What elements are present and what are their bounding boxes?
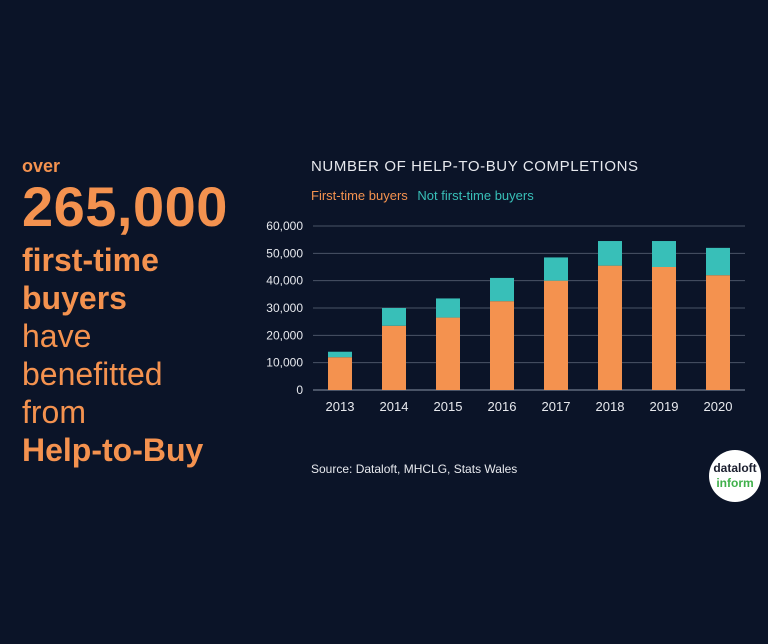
x-tick-label-2016: 2016 <box>488 399 517 414</box>
y-tick-label-5: 50,000 <box>266 246 303 260</box>
dataloft-logo: dataloft inform <box>709 450 761 502</box>
x-tick-label-2017: 2017 <box>542 399 571 414</box>
y-tick-label-2: 20,000 <box>266 328 303 342</box>
bar-2020-first-time <box>706 275 730 390</box>
bar-2018-not-first-time <box>598 241 622 266</box>
source-note: Source: Dataloft, MHCLG, Stats Wales <box>311 462 518 476</box>
y-tick-label-0: 0 <box>296 383 303 397</box>
bar-2015-not-first-time <box>436 298 460 318</box>
x-tick-label-2019: 2019 <box>650 399 679 414</box>
bar-2016-not-first-time <box>490 277 514 302</box>
logo-text-dataloft: dataloft <box>713 461 757 475</box>
headline-line5: from <box>22 394 86 430</box>
headline-line4: benefitted <box>22 356 163 392</box>
bar-2020-not-first-time <box>706 247 730 276</box>
headline-number: 265,000 <box>22 175 228 238</box>
x-tick-label-2020: 2020 <box>704 399 733 414</box>
bar-2014-first-time <box>382 325 406 390</box>
bar-2014-not-first-time <box>382 308 406 326</box>
legend-not-first-time-buyers: Not first-time buyers <box>417 188 534 203</box>
bar-2013-first-time <box>328 357 352 390</box>
y-tick-label-1: 10,000 <box>266 356 303 370</box>
x-tick-label-2013: 2013 <box>326 399 355 414</box>
y-tick-label-4: 40,000 <box>266 274 303 288</box>
x-tick-label-2014: 2014 <box>380 399 409 414</box>
bar-2013-not-first-time <box>328 351 352 358</box>
bar-2017-first-time <box>544 280 568 390</box>
x-tick-label-2015: 2015 <box>434 399 463 414</box>
y-tick-label-6: 60,000 <box>266 219 303 233</box>
bar-2018-first-time <box>598 265 622 390</box>
bar-2017-not-first-time <box>544 257 568 281</box>
bar-2015-first-time <box>436 317 460 390</box>
headline-line3: have <box>22 318 92 354</box>
bar-2019-not-first-time <box>652 241 676 267</box>
chart-title: NUMBER OF HELP-TO-BUY COMPLETIONS <box>311 158 639 175</box>
y-tick-label-3: 30,000 <box>266 301 303 315</box>
legend-first-time-buyers: First-time buyers <box>311 188 408 203</box>
x-tick-label-2018: 2018 <box>596 399 625 414</box>
headline: over 265,000 first-time buyers have bene… <box>22 155 282 469</box>
headline-over: over <box>22 156 61 176</box>
bar-2019-first-time <box>652 267 676 390</box>
bar-2016-first-time <box>490 301 514 390</box>
headline-line6: Help-to-Buy <box>22 432 204 468</box>
headline-line1: first-time <box>22 242 159 278</box>
headline-line2: buyers <box>22 280 127 316</box>
logo-text-inform: inform <box>716 476 754 490</box>
chart-legend: First-time buyers Not first-time buyers <box>311 188 540 203</box>
